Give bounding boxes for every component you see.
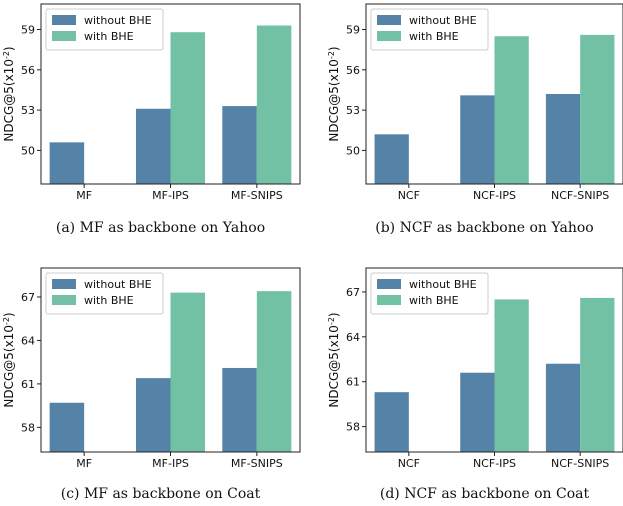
legend-label: without BHE — [84, 278, 152, 291]
legend-swatch — [52, 31, 76, 41]
y-tick-label: 59 — [346, 24, 360, 37]
panel-caption: (d) NCF as backbone on Coat — [380, 486, 590, 502]
y-tick-label: 56 — [346, 64, 360, 77]
bar-without-bhe-1 — [135, 108, 171, 184]
legend-swatch — [377, 31, 401, 41]
x-tick-label: MF — [76, 457, 92, 470]
x-tick-label: NCF-IPS — [473, 189, 516, 202]
bar-without-bhe-2 — [222, 106, 257, 184]
y-tick-label: 53 — [21, 104, 35, 117]
x-tick-label: NCF-IPS — [473, 457, 516, 470]
panel-caption: (a) MF as backbone on Yahoo — [56, 220, 265, 236]
y-tick-label: 53 — [346, 104, 360, 117]
y-axis-label: NDCG@5(x10-2) — [327, 46, 342, 141]
y-tick-label: 50 — [21, 144, 35, 157]
x-tick-label: MF-IPS — [152, 457, 189, 470]
bar-without-bhe-2 — [545, 94, 581, 184]
panel-caption: (c) MF as backbone on Coat — [61, 486, 261, 502]
x-tick-label: NCF — [398, 457, 420, 470]
bar-with-bhe-1 — [170, 32, 206, 184]
y-tick-label: 67 — [21, 291, 35, 304]
legend-label: with BHE — [84, 294, 134, 307]
panel-caption: (b) NCF as backbone on Yahoo — [375, 220, 594, 236]
x-tick-label: NCF-SNIPS — [551, 457, 609, 470]
legend-label: without BHE — [409, 14, 477, 27]
y-axis-label: NDCG@5(x10-2) — [2, 46, 17, 141]
legend-label: with BHE — [409, 30, 459, 43]
legend-swatch — [52, 295, 76, 305]
legend-label: without BHE — [409, 278, 477, 291]
legend-swatch — [52, 279, 76, 289]
bar-without-bhe-0 — [374, 134, 409, 184]
bar-without-bhe-1 — [460, 95, 495, 184]
y-tick-label: 64 — [21, 334, 35, 347]
legend-swatch — [377, 295, 401, 305]
x-tick-label: MF-SNIPS — [231, 189, 283, 202]
x-tick-label: MF-IPS — [152, 189, 189, 202]
y-tick-label: 58 — [346, 421, 360, 434]
x-tick-label: NCF-SNIPS — [551, 189, 609, 202]
legend-swatch — [377, 279, 401, 289]
x-tick-label: NCF — [398, 189, 420, 202]
bar-without-bhe-0 — [49, 142, 85, 184]
bar-without-bhe-1 — [460, 372, 495, 452]
y-tick-label: 59 — [21, 24, 35, 37]
bar-with-bhe-1 — [494, 36, 529, 185]
bar-with-bhe-2 — [580, 34, 615, 184]
y-tick-label: 56 — [21, 64, 35, 77]
bar-with-bhe-1 — [494, 299, 529, 452]
y-tick-label: 58 — [21, 421, 35, 434]
bar-without-bhe-2 — [222, 367, 257, 452]
legend-label: with BHE — [84, 30, 134, 43]
bar-with-bhe-2 — [256, 291, 292, 452]
legend-swatch — [52, 15, 76, 25]
y-axis-label: NDCG@5(x10-2) — [327, 312, 342, 407]
bar-without-bhe-0 — [49, 402, 85, 452]
bar-with-bhe-2 — [256, 25, 292, 184]
bar-with-bhe-2 — [580, 297, 615, 452]
y-axis-label: NDCG@5(x10-2) — [2, 312, 17, 407]
legend-swatch — [377, 15, 401, 25]
y-tick-label: 61 — [21, 378, 35, 391]
x-tick-label: MF-SNIPS — [231, 457, 283, 470]
y-tick-label: 50 — [346, 144, 360, 157]
y-tick-label: 61 — [346, 376, 360, 389]
bar-without-bhe-1 — [135, 378, 171, 452]
bar-with-bhe-1 — [170, 292, 206, 452]
y-tick-label: 67 — [346, 286, 360, 299]
legend-label: without BHE — [84, 14, 152, 27]
bar-without-bhe-2 — [545, 363, 581, 452]
y-tick-label: 64 — [346, 331, 360, 344]
x-tick-label: MF — [76, 189, 92, 202]
bar-without-bhe-0 — [374, 392, 409, 452]
legend-label: with BHE — [409, 294, 459, 307]
